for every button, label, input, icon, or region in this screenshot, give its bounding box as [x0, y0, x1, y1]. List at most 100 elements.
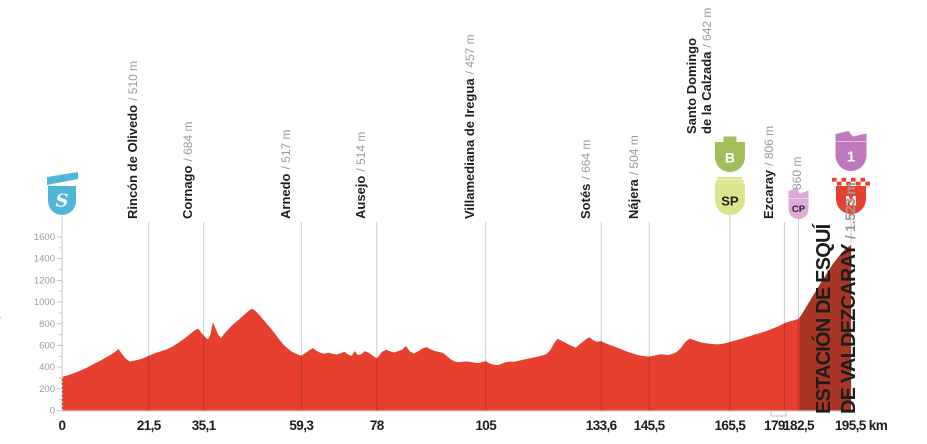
- badge-meta-finish-shape: [855, 181, 861, 186]
- x-axis-tick-label: 195,5 km: [835, 418, 888, 433]
- waypoint-altitude: / 504 m: [626, 135, 641, 176]
- x-axis-tick-label: 105: [475, 418, 497, 433]
- waypoint-altitude: / 642 m: [699, 7, 714, 48]
- waypoint-label: Nájera / 504 m: [626, 135, 642, 219]
- waypoint-name: de la Calzada: [698, 51, 714, 134]
- badge-sprint-shape: [717, 177, 743, 180]
- waypoint-name: Rincón de Olivedo: [125, 104, 141, 219]
- waypoint-label-line: Santo Domingo: [684, 8, 699, 134]
- badge-meta-finish-shape: [846, 177, 851, 182]
- x-axis-tick-label: 59,3: [289, 418, 314, 433]
- waypoint-label-line: de la Calzada / 642 m: [699, 8, 715, 134]
- y-axis-tick-label: 400: [39, 362, 55, 373]
- waypoint-label: Ausejo / 514 m: [353, 132, 369, 219]
- badge-sprint-shape: [714, 183, 745, 186]
- waypoint-label-line: Rincón de Olivedo / 510 m: [125, 61, 141, 219]
- badge-meta-finish-shape: [855, 177, 861, 182]
- waypoint-name: Villamediana de Iregua: [462, 78, 478, 219]
- start-altitude: / 310 m: [0, 273, 3, 318]
- waypoint-altitude: / 517 m: [278, 129, 293, 170]
- badge-meta-finish: M: [832, 177, 870, 214]
- badge-control-point-shape: [788, 188, 809, 199]
- badge-meta-finish-shape: [836, 186, 866, 214]
- finish-name-line2: DE VALDEZCARAY/ 1.523 m: [837, 182, 860, 414]
- badge-meta-finish-shape: [860, 181, 866, 186]
- badge-control-point-shape: [788, 199, 809, 219]
- badge-bonification-shape: [714, 142, 745, 172]
- badge-start-label: S: [56, 191, 69, 212]
- x-axis-tick-label: 35,1: [192, 418, 217, 433]
- badge-meta-finish-shape: [832, 177, 837, 182]
- x-axis-tick-label: 165,5: [715, 418, 747, 433]
- x-axis-tick-label: 78: [370, 418, 385, 433]
- x-axis-tick-label: 21,5: [137, 418, 162, 433]
- badge-sprint-label: SP: [721, 194, 739, 209]
- waypoint-altitude: 860 m: [790, 156, 805, 190]
- waypoint-label-line: Arnedo / 517 m: [278, 129, 294, 219]
- waypoint-label: Cornago / 684 m: [180, 122, 196, 219]
- badge-meta-finish-shape: [836, 177, 842, 182]
- waypoint-name: Ezcaray: [760, 169, 776, 219]
- badge-meta-finish-shape: [841, 181, 847, 186]
- x-axis-tick-label: 182,5: [783, 418, 815, 433]
- waypoint-label: Santo Domingo de la Calzada / 642 m: [684, 8, 715, 134]
- badge-bonification: B: [714, 136, 745, 172]
- waypoint-altitude: / 684 m: [181, 121, 196, 162]
- y-axis-tick-label: 200: [39, 384, 55, 395]
- badge-meta-finish-shape: [860, 177, 866, 182]
- finish-name-line1: ESTACIÓN DE ESQUÍ: [813, 224, 835, 414]
- waypoint-label-line: Ausejo / 514 m: [353, 132, 369, 219]
- waypoint-label-line: Cornago / 684 m: [180, 122, 196, 219]
- finish-location-label: ESTACIÓN DE ESQUÍ DE VALDEZCARAY/ 1.523 …: [813, 183, 862, 414]
- badge-bonification-shape: [723, 136, 737, 143]
- x-axis-tick-label: 179: [764, 418, 785, 433]
- start-location-label: ALFARO / 310 m: [0, 273, 6, 401]
- waypoint-label: Arnedo / 517 m: [278, 129, 294, 219]
- y-axis-tick-label: 1600: [34, 232, 55, 243]
- y-axis-tick-label: 1400: [34, 254, 55, 265]
- badge-start-shape: [48, 186, 76, 215]
- elevation-profile-area: [62, 245, 851, 411]
- badge-category-1-climb-label: 1: [847, 149, 855, 166]
- badge-control-point: CP: [788, 188, 809, 219]
- badge-meta-finish-shape: [846, 181, 851, 186]
- waypoint-name: Ausejo: [353, 175, 369, 219]
- start-name: ALFARO: [0, 323, 5, 401]
- waypoint-label: Ezcaray / 806 m: [761, 126, 777, 219]
- badge-meta-finish-shape: [841, 177, 847, 182]
- waypoint-label-line: Nájera / 504 m: [626, 135, 642, 219]
- y-axis-tick-label: 0: [50, 406, 55, 417]
- waypoint-name: Sotés: [577, 183, 593, 219]
- x-axis-tick-label: 0: [59, 418, 66, 433]
- badge-meta-finish-shape: [865, 181, 870, 186]
- waypoint-label: Sotés / 664 m: [578, 140, 594, 219]
- waypoint-altitude: / 806 m: [761, 125, 776, 166]
- badge-meta-finish-shape: [832, 181, 837, 186]
- waypoint-altitude: / 510 m: [126, 60, 141, 101]
- waypoint-label-line: Villamediana de Iregua / 457 m: [462, 34, 478, 219]
- waypoint-altitude: / 457 m: [463, 34, 478, 75]
- waypoint-label: 860 m: [789, 157, 805, 190]
- waypoint-altitude: / 664 m: [578, 139, 593, 180]
- waypoint-name: Santo Domingo: [683, 37, 699, 134]
- badge-control-point-label: CP: [792, 204, 806, 215]
- waypoint-label-line: Sotés / 664 m: [578, 140, 594, 219]
- waypoint-label: Rincón de Olivedo / 510 m: [125, 61, 141, 219]
- badge-sprint-shape: [715, 180, 744, 183]
- axis-bracket: [770, 411, 787, 417]
- badge-category-1-climb-shape: [835, 131, 867, 142]
- badge-meta-finish-shape: [851, 177, 856, 182]
- badge-category-1-climb-shape: [835, 142, 867, 171]
- final-climb-area: [799, 245, 851, 411]
- badge-meta-finish-shape: [836, 181, 842, 186]
- y-axis-tick-label: 800: [39, 319, 55, 330]
- finish-altitude: / 1.523 m: [841, 182, 858, 240]
- badge-category-1-climb: 1: [835, 131, 867, 171]
- badge-meta-finish-shape: [865, 177, 870, 182]
- y-axis-tick-label: 600: [39, 340, 55, 351]
- waypoint-label: Villamediana de Iregua / 457 m: [462, 34, 478, 219]
- waypoint-name: Arnedo: [277, 173, 293, 220]
- badge-bonification-label: B: [725, 150, 735, 166]
